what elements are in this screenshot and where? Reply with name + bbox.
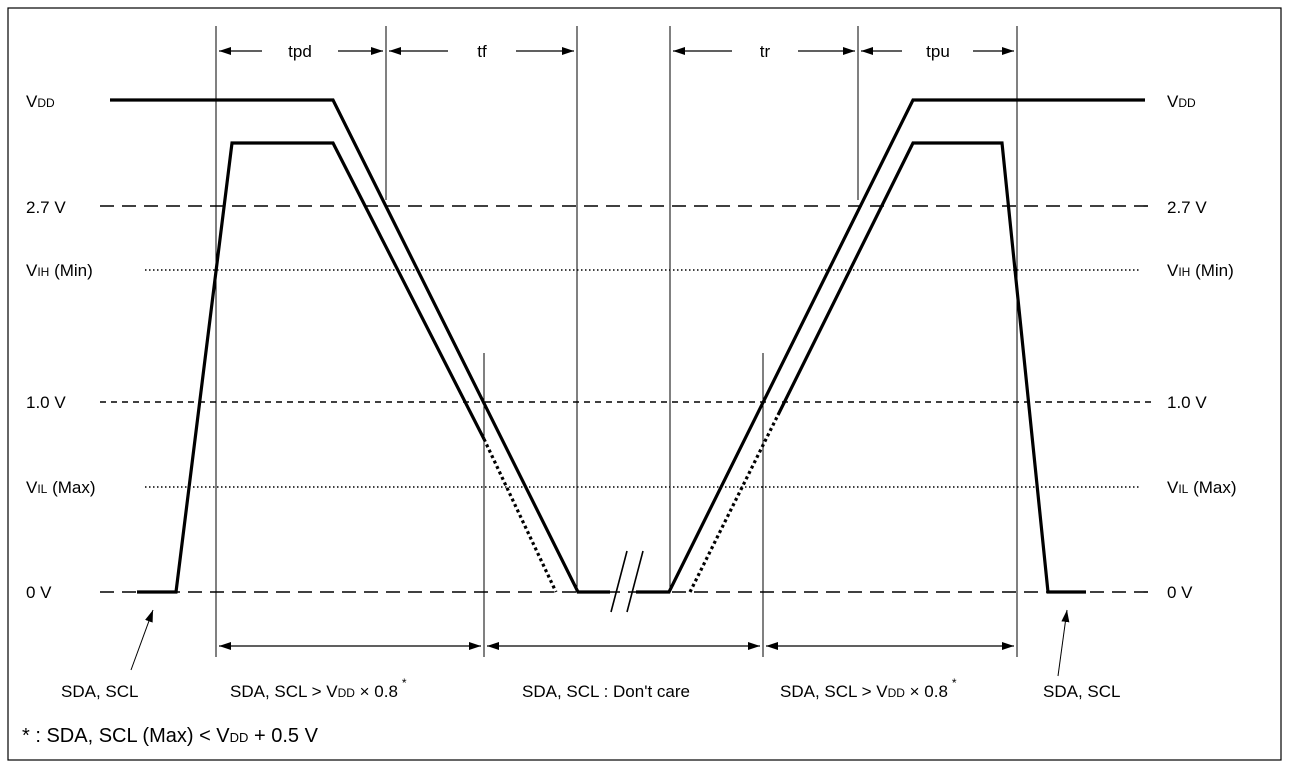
- vih-label-right: VIH (Min): [1167, 261, 1234, 280]
- left-level-labels: VDD 2.7 V VIH (Min) 1.0 V VIL (Max) 0 V: [26, 92, 96, 602]
- break-mark: [626, 550, 644, 613]
- signal-waveform-rise: [776, 141, 1086, 594]
- dont-care-label: SDA, SCL : Don't care: [522, 682, 690, 701]
- v10-label-right: 1.0 V: [1167, 393, 1207, 412]
- v0-label-right: 0 V: [1167, 583, 1193, 602]
- vil-label-left: VIL (Max): [26, 478, 96, 497]
- condition-label-left: SDA, SCL > VDD × 0.8 *: [230, 676, 407, 701]
- dotted-rise-segment: [688, 414, 780, 593]
- vdd-waveform-fall: [110, 98, 610, 594]
- vdd-label-right: VDD: [1167, 92, 1196, 111]
- condition-label-right: SDA, SCL > VDD × 0.8 *: [780, 676, 957, 701]
- threshold-lines: [100, 205, 1155, 593]
- signal-waveform-fall: [137, 141, 486, 594]
- pointer-arrows: [130, 609, 1070, 677]
- vdd-label-left: VDD: [26, 92, 55, 111]
- sda-scl-label-right: SDA, SCL: [1043, 682, 1120, 701]
- sda-scl-label-left: SDA, SCL: [61, 682, 138, 701]
- v10-label-left: 1.0 V: [26, 393, 66, 412]
- dont-care-waveforms: [482, 414, 780, 593]
- vdd-waveform-rise: [636, 98, 1145, 594]
- vih-label-left: VIH (Min): [26, 261, 93, 280]
- tf-label: tf: [477, 42, 487, 61]
- axis-break: [610, 550, 644, 613]
- pointer-arrow-right: [1057, 609, 1070, 677]
- vil-label-right: VIL (Max): [1167, 478, 1237, 497]
- vertical-markers: [215, 26, 1018, 657]
- v27-label-right: 2.7 V: [1167, 198, 1207, 217]
- diagram-border: [7, 7, 1282, 761]
- dotted-fall-segment: [482, 438, 558, 593]
- right-level-labels: VDD 2.7 V VIH (Min) 1.0 V VIL (Max) 0 V: [1167, 92, 1237, 602]
- tpu-label: tpu: [926, 42, 950, 61]
- pointer-arrow-left: [130, 609, 154, 671]
- v0-label-left: 0 V: [26, 583, 52, 602]
- break-mark: [610, 550, 628, 613]
- tr-label: tr: [760, 42, 771, 61]
- v27-label-left: 2.7 V: [26, 198, 66, 217]
- waveforms: [110, 98, 1145, 594]
- tpd-label: tpd: [288, 42, 312, 61]
- footnote: * : SDA, SCL (Max) < VDD + 0.5 V: [22, 725, 319, 747]
